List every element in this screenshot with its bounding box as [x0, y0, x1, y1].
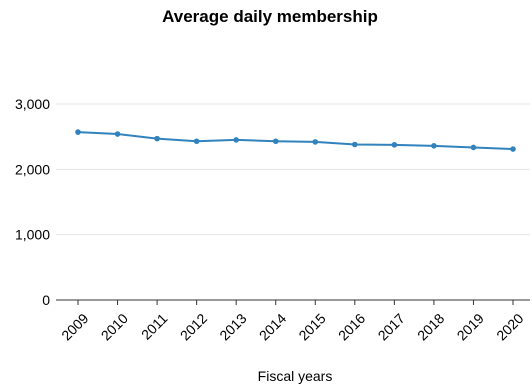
- x-tick-label: 2019: [454, 310, 487, 343]
- data-point-2010: [114, 131, 121, 137]
- chart-title: Average daily membership: [162, 7, 378, 26]
- x-tick-label: 2011: [138, 310, 171, 343]
- data-point-2018: [431, 143, 437, 149]
- y-tick-label: 1,000: [15, 227, 50, 243]
- data-point-2016: [352, 141, 358, 148]
- y-tick-label: 0: [42, 292, 50, 308]
- y-tick-label: 2,000: [15, 161, 50, 177]
- x-axis-title: Fiscal years: [258, 368, 333, 384]
- x-tick-label: 2013: [216, 310, 249, 343]
- data-point-2009: [75, 129, 81, 135]
- data-point-2020: [510, 146, 516, 152]
- series-group: [75, 129, 516, 152]
- x-tick-label: 2012: [177, 310, 210, 343]
- gridlines: [56, 103, 530, 236]
- data-point-2015: [312, 139, 319, 145]
- y-axis-ticks: 0 1,000 2,000 3,000: [15, 96, 50, 308]
- x-tick-label: 2020: [493, 310, 526, 343]
- x-tick-label: 2018: [414, 310, 447, 343]
- data-point-2014: [272, 138, 279, 145]
- x-tick-label: 2010: [98, 310, 131, 343]
- x-tick-label: 2009: [58, 310, 91, 343]
- data-point-2019: [470, 144, 477, 151]
- data-point-2012: [193, 138, 200, 145]
- data-point-2017: [391, 142, 398, 148]
- y-tick-label: 3,000: [15, 96, 50, 112]
- series-line: [77, 131, 514, 151]
- x-tick-label: 2015: [295, 310, 328, 343]
- data-point-2011: [154, 135, 160, 142]
- x-tick-label: 2014: [256, 310, 289, 343]
- x-axis-ticks: 2009 2010 2011 2012 2013 2014 2015 2016 2017 2018…: [58, 300, 527, 344]
- data-point-2013: [233, 137, 239, 143]
- x-tick-label: 2016: [335, 310, 368, 343]
- x-tick-label: 2017: [374, 310, 407, 343]
